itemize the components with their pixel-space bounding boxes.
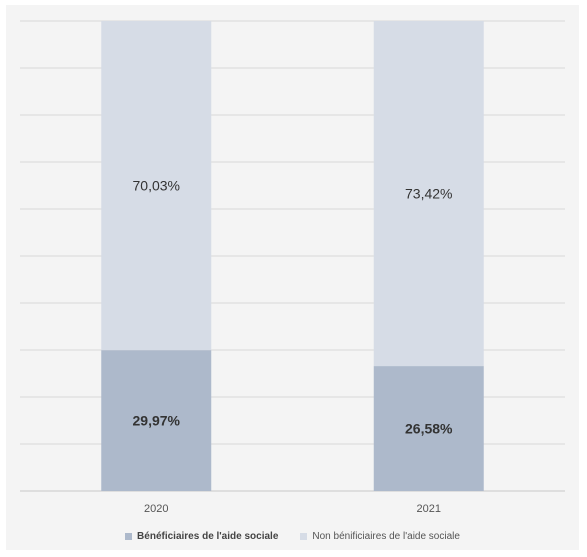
bar-non-beneficiaires-2021 xyxy=(373,21,484,367)
data-label-non-beneficiaires-2020: 70,03% xyxy=(133,178,180,194)
data-label-beneficiaires-2020: 29,97% xyxy=(133,413,181,429)
legend-item-beneficiaires: Bénéficiaires de l'aide sociale xyxy=(125,531,278,542)
legend-swatch-non-beneficiaires xyxy=(300,533,308,540)
bar-beneficiaires-2020 xyxy=(101,350,212,491)
bar-beneficiaires-2021 xyxy=(373,366,484,491)
legend-label-non-beneficiaires: Non bénificiaires de l'aide sociale xyxy=(312,531,460,542)
legend-label-beneficiaires: Bénéficiaires de l'aide sociale xyxy=(137,531,279,542)
bar-non-beneficiaires-2020 xyxy=(101,21,212,351)
legend-swatch-beneficiaires xyxy=(125,533,133,540)
data-label-beneficiaires-2021: 26,58% xyxy=(405,421,453,437)
stacked-bar-chart: 29,97% 70,03% 2020 26,58% 73,42% 2021 xyxy=(20,20,565,515)
legend: Bénéficiaires de l'aide sociale Non béni… xyxy=(6,531,579,542)
x-tick-label-2021: 2021 xyxy=(417,503,441,515)
chart-area: 29,97% 70,03% 2020 26,58% 73,42% 2021 Bénéfic… xyxy=(6,5,579,550)
x-tick-label-2020: 2020 xyxy=(144,503,168,515)
data-label-non-beneficiaires-2021: 73,42% xyxy=(405,186,452,202)
legend-item-non-beneficiaires: Non bénificiaires de l'aide sociale xyxy=(300,531,460,542)
